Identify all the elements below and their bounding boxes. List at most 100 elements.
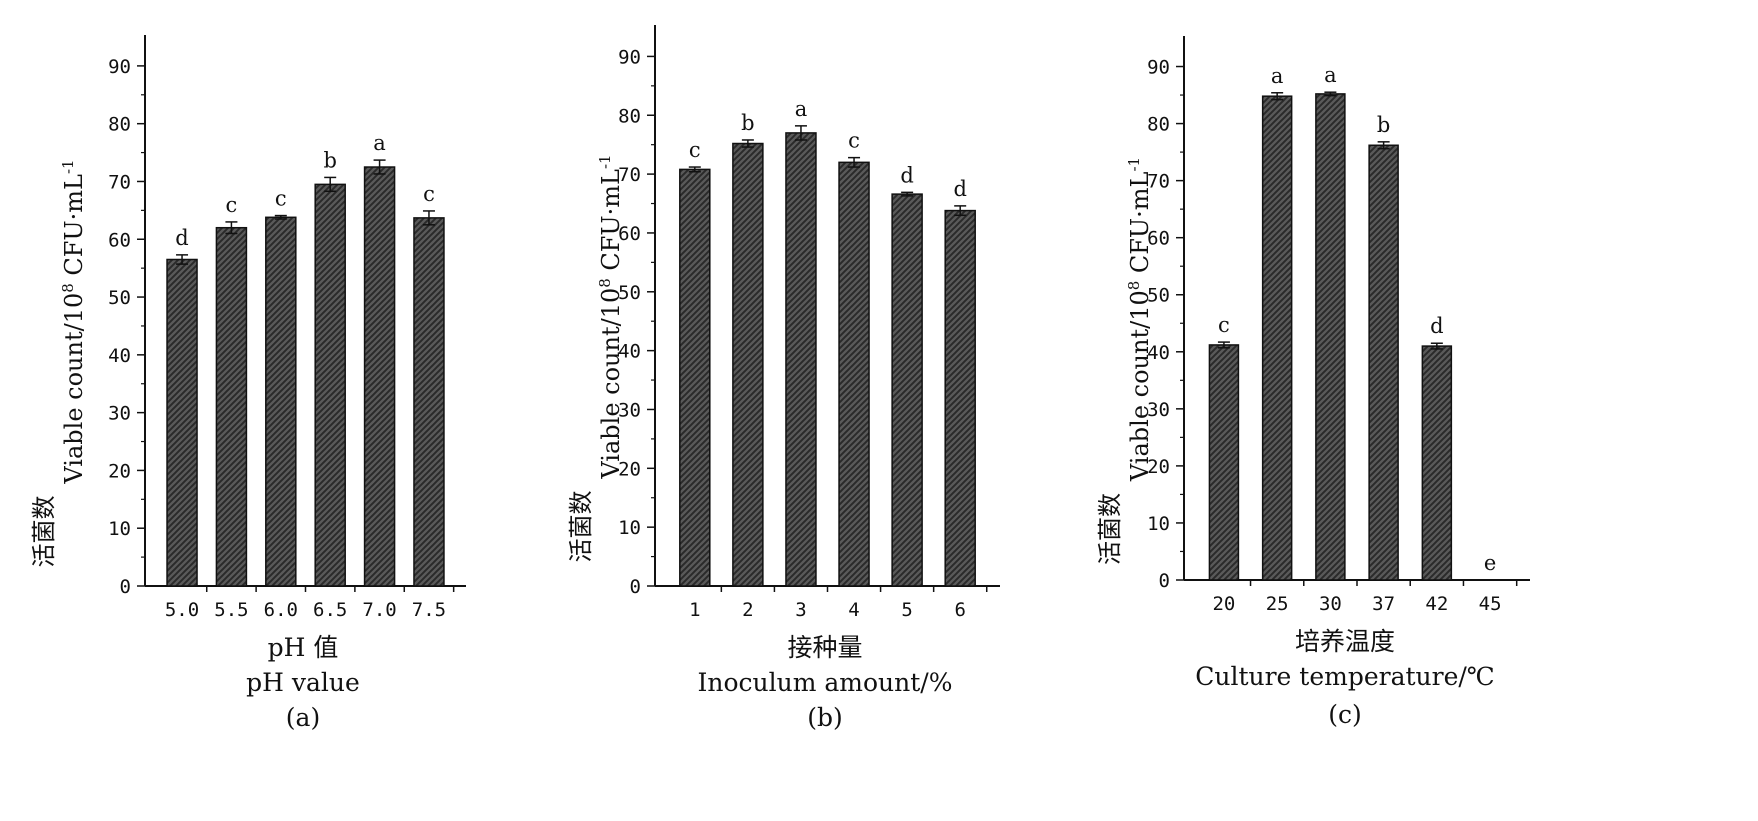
significance-label-a-2: c [275,187,287,211]
y-tick-label-a-2: 20 [108,460,131,482]
x-tick-label-c-3: 37 [1372,593,1395,615]
y-tick-label-b-7: 70 [618,164,641,186]
y-tick-label-b-3: 30 [618,399,641,421]
significance-label-a-4: a [373,131,386,155]
ylabel-sup-tspan-b: 8 [596,278,614,288]
x-tick-label-c-5: 45 [1479,593,1502,615]
chart-b-svg: 0 10 20 30 40 50 60 70 80 90 c 1 b 2 a 3 c 4 d 5 d 6 活菌数Viable… [567,25,1000,621]
chart-panel-c: 0 10 20 30 40 50 60 70 80 90 c 20 a 25 a 30 b 37 d 42 e 45 活菌数… [1090,0,1550,821]
ylabel-unit-tspan-a: CFU·mL [60,174,88,283]
x-tick-label-b-0: 1 [689,599,700,621]
bar-c-0 [1208,344,1240,581]
bar-c-3 [1368,144,1399,581]
ylabel-b: 活菌数Viable count/108 CFU·mL-1 [567,154,625,562]
significance-label-a-3: b [323,148,336,172]
ylabel-unit-sup-tspan-c: -1 [1125,157,1143,172]
x-tick-label-a-2: 6.0 [264,599,298,621]
significance-label-c-0: c [1218,313,1230,337]
panel-label-a: (a) [285,703,321,732]
y-tick-label-c-4: 40 [1147,342,1170,364]
significance-label-a-1: c [226,193,238,217]
bar-b-1 [732,142,764,587]
y-tick-label-c-9: 90 [1147,57,1170,79]
ylabel-en-tspan-c: Viable count/10 [1126,290,1154,482]
xlabel-en-c: Culture temperature/℃ [1195,662,1495,691]
panel-label-b: (b) [807,703,843,732]
ylabel-a: 活菌数Viable count/108 CFU·mL-1 [30,159,88,567]
x-tick-label-a-0: 5.0 [165,599,199,621]
xlabel-zh-c: 培养温度 [1294,627,1395,656]
ylabel-sup-tspan-c: 8 [1125,281,1143,291]
bar-a-3 [314,183,346,587]
significance-label-b-0: c [689,138,701,162]
x-tick-label-b-3: 4 [848,599,859,621]
x-tick-label-b-2: 3 [795,599,806,621]
bar-b-0 [679,168,711,587]
y-tick-label-c-3: 30 [1147,399,1170,421]
y-tick-label-a-5: 50 [108,287,131,309]
x-tick-label-a-3: 6.5 [313,599,347,621]
ylabel-c: 活菌数Viable count/108 CFU·mL-1 [1096,157,1154,565]
significance-label-c-2: a [1324,63,1337,87]
significance-label-c-1: a [1271,64,1284,88]
y-tick-label-a-4: 40 [108,345,131,367]
significance-label-c-4: d [1430,314,1443,338]
y-tick-label-b-2: 20 [618,458,641,480]
significance-label-c-3: b [1377,113,1390,137]
chart-panel-b: 0 10 20 30 40 50 60 70 80 90 c 1 b 2 a 3 c 4 d 5 d 6 活菌数Viable… [540,0,1040,821]
y-tick-label-b-6: 60 [618,223,641,245]
bar-b-4 [891,193,923,587]
y-tick-label-b-0: 0 [630,576,641,598]
x-tick-label-c-2: 30 [1319,593,1342,615]
bar-b-2 [785,132,817,587]
bar-a-0 [166,258,198,587]
x-tick-label-b-4: 5 [901,599,912,621]
y-tick-label-c-5: 50 [1147,285,1170,307]
ylabel-zh-tspan-b: 活菌数 [567,491,595,563]
ylabel-zh-tspan-c: 活菌数 [1096,493,1124,565]
bar-c-2 [1315,93,1346,581]
bar-b-3 [838,161,870,587]
y-tick-label-c-1: 10 [1147,513,1170,535]
bar-a-4 [363,166,396,587]
xlabel-zh-b: 接种量 [787,633,863,662]
y-tick-label-a-9: 90 [108,56,131,78]
y-tick-label-c-0: 0 [1159,570,1170,592]
y-tick-label-b-1: 10 [618,517,641,539]
y-tick-label-a-3: 30 [108,403,131,425]
significance-label-b-4: d [900,163,913,187]
bar-b-5 [944,209,976,587]
ylabel-sup-tspan-a: 8 [59,283,77,293]
ylabel-zh-tspan-a: 活菌数 [30,496,58,568]
significance-label-b-2: a [795,97,808,121]
x-tick-label-c-0: 20 [1212,593,1235,615]
ylabel-unit-tspan-c: CFU·mL [1126,171,1154,280]
significance-label-b-3: c [848,129,860,153]
bar-c-4 [1421,345,1453,581]
x-tick-label-c-1: 25 [1266,593,1289,615]
chart-a-svg: 0 10 20 30 40 50 60 70 80 90 d 5.0 c 5.5 c 6.0 b 6.5 a 7.0 c… [30,35,466,621]
significance-label-b-5: d [953,177,966,201]
chart-c-svg: 0 10 20 30 40 50 60 70 80 90 c 20 a 25 a 30 b 37 d 42 e 45 活菌数… [1096,36,1530,615]
significance-label-c-5: e [1484,551,1496,575]
y-tick-label-a-1: 10 [108,518,131,540]
ylabel-unit-tspan-b: CFU·mL [597,169,625,278]
ylabel-en-tspan-a: Viable count/10 [60,293,88,485]
y-tick-label-c-7: 70 [1147,171,1170,193]
x-tick-label-b-1: 2 [742,599,753,621]
x-tick-label-b-5: 6 [954,599,965,621]
y-tick-label-a-8: 80 [108,114,131,136]
significance-label-b-1: b [741,111,754,135]
y-tick-label-c-8: 80 [1147,114,1170,136]
x-tick-label-c-4: 42 [1425,593,1448,615]
significance-label-a-5: c [423,182,435,206]
y-tick-label-a-6: 60 [108,229,131,251]
panel-label-c: (c) [1328,700,1362,729]
significance-label-a-0: d [175,226,188,250]
x-tick-label-a-5: 7.5 [412,599,446,621]
xlabel-en-b: Inoculum amount/% [697,668,953,697]
y-tick-label-b-9: 90 [618,46,641,68]
x-tick-label-a-4: 7.0 [362,599,396,621]
xlabel-en-a: pH value [246,668,360,697]
